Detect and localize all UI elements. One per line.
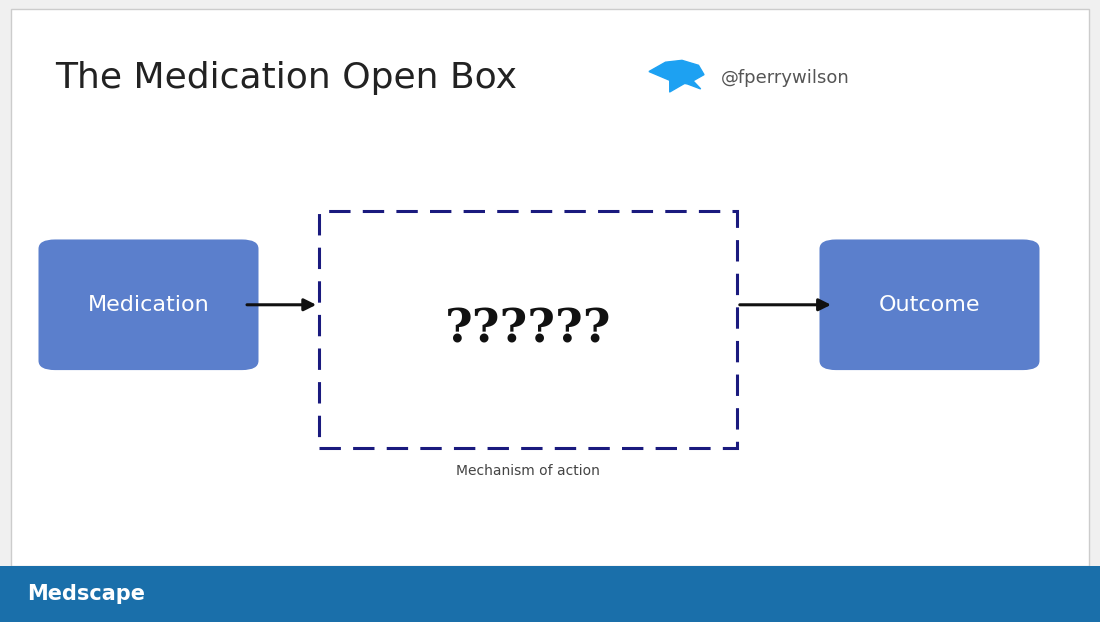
FancyBboxPatch shape [11, 9, 1089, 566]
Text: @fperrywilson: @fperrywilson [720, 69, 849, 86]
FancyBboxPatch shape [319, 211, 737, 448]
FancyBboxPatch shape [820, 239, 1040, 370]
Text: Mechanism of action: Mechanism of action [456, 465, 600, 478]
Bar [0, 566, 1100, 622]
Text: Medication: Medication [88, 295, 209, 315]
Text: The Medication Open Box: The Medication Open Box [55, 61, 517, 95]
Point [668, 73, 685, 83]
Text: Medscape: Medscape [28, 584, 145, 604]
Polygon shape [649, 60, 704, 89]
Text: Outcome: Outcome [879, 295, 980, 315]
Text: ??????: ?????? [444, 307, 612, 353]
FancyBboxPatch shape [39, 239, 258, 370]
